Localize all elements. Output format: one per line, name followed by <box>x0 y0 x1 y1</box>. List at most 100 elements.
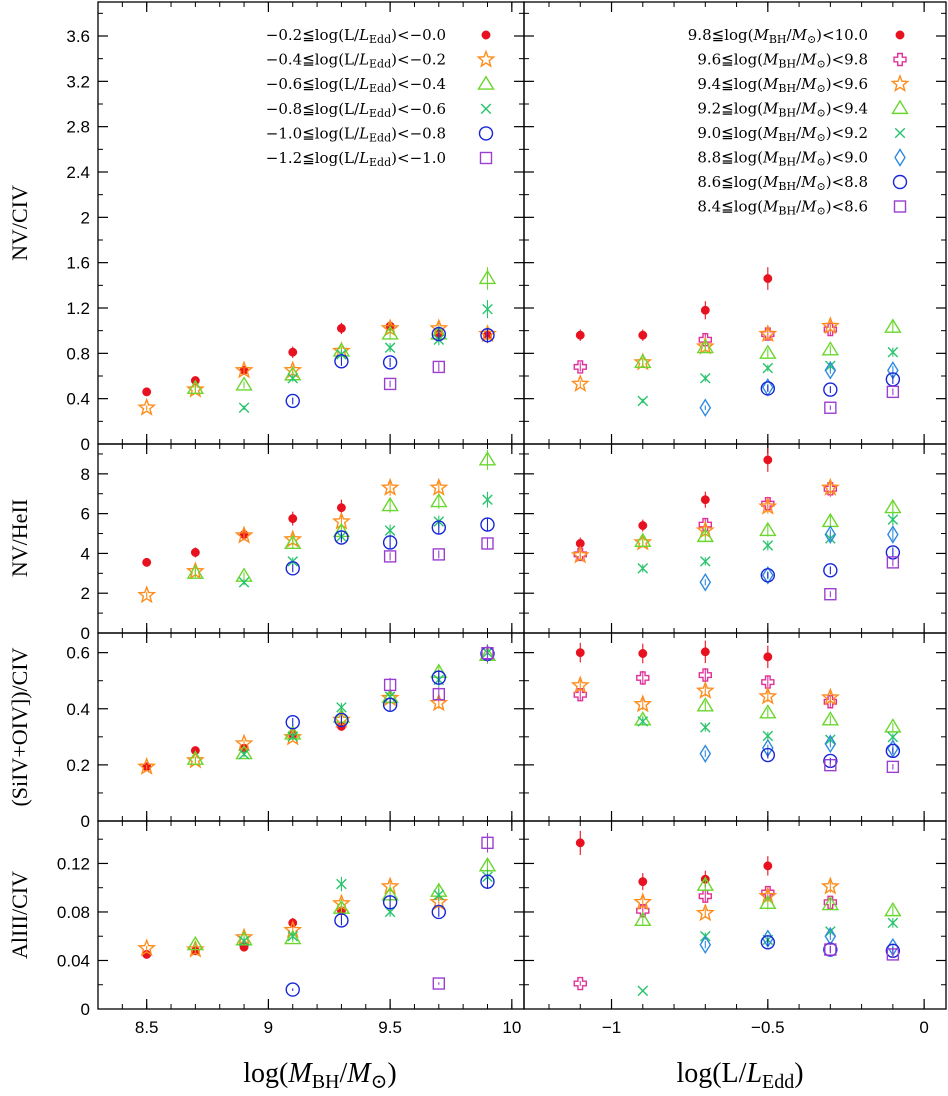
panel-left-3: 0 0.2 0.4 0.6 <box>66 632 525 831</box>
data-point <box>570 373 590 393</box>
data-point <box>886 556 900 569</box>
data-point <box>480 517 495 532</box>
legend-symbol <box>891 99 909 115</box>
legend-marker <box>890 74 910 93</box>
series <box>760 372 901 397</box>
data-point <box>480 874 495 889</box>
y-tick-label: 0.6 <box>66 644 90 663</box>
panel-frame <box>97 443 525 634</box>
series <box>575 640 773 669</box>
y-tick-label: 1.6 <box>66 254 90 273</box>
series <box>824 758 900 774</box>
y-tick-label: 3.2 <box>66 72 90 91</box>
data-point <box>432 548 445 561</box>
data-point <box>334 712 349 728</box>
data-point <box>761 675 775 689</box>
legend-marker <box>476 49 496 68</box>
data-point <box>334 913 349 928</box>
legend-symbol <box>476 49 496 68</box>
legend-marker <box>893 200 907 213</box>
data-point <box>696 876 715 891</box>
data-point <box>638 649 648 658</box>
data-point <box>763 652 773 662</box>
data-point <box>699 935 712 955</box>
series <box>186 857 497 951</box>
data-point <box>886 948 900 961</box>
data-point <box>190 547 200 557</box>
data-point <box>384 342 396 353</box>
data-point <box>700 495 710 505</box>
data-point <box>334 354 349 369</box>
y-tick-label: 0.12 <box>57 854 90 873</box>
data-point <box>478 451 497 466</box>
data-point <box>186 750 205 765</box>
data-point <box>887 731 899 743</box>
data-point <box>823 382 838 397</box>
series <box>824 385 900 414</box>
panel-frame <box>97 632 525 822</box>
data-point <box>633 694 653 713</box>
data-point <box>429 477 449 496</box>
data-point <box>570 545 590 564</box>
data-point <box>137 938 157 957</box>
data-point <box>432 687 445 701</box>
series <box>634 697 902 733</box>
data-point <box>235 744 253 760</box>
data-point <box>820 876 840 895</box>
series <box>824 943 900 961</box>
series <box>570 675 840 713</box>
series <box>285 517 495 576</box>
data-point <box>637 395 649 407</box>
y-axis-label: (SiIV+OIV])/CIV <box>7 647 32 806</box>
y-tick-label: 4 <box>81 544 90 563</box>
data-point <box>824 401 837 414</box>
series <box>699 926 899 957</box>
data-point <box>821 341 840 356</box>
series <box>699 361 899 418</box>
legend-symbol <box>479 151 493 165</box>
data-point <box>700 721 711 733</box>
data-point <box>698 889 713 903</box>
data-point <box>288 514 298 524</box>
data-point <box>823 695 838 709</box>
y-tick-label: 0 <box>81 1000 90 1019</box>
panel-frame <box>523 820 947 1010</box>
legend-marker <box>477 75 495 90</box>
data-point <box>698 333 713 347</box>
legend-marker <box>480 103 492 115</box>
data-point <box>285 393 300 409</box>
y-tick-label: 0.8 <box>66 344 90 363</box>
x-axis-label-right: log(L/LEdd) <box>676 1058 803 1093</box>
data-point <box>284 534 302 550</box>
data-point <box>637 563 649 574</box>
series <box>824 556 900 601</box>
data-point <box>634 532 652 548</box>
y-tick-label: 1.2 <box>66 299 90 318</box>
legend-marker <box>481 30 491 40</box>
data-point <box>137 756 157 775</box>
data-point <box>637 716 649 727</box>
data-point <box>758 324 778 343</box>
legend-symbol <box>892 174 908 190</box>
legend-symbol <box>894 127 906 139</box>
data-point <box>820 316 840 335</box>
series <box>634 318 902 368</box>
legend-symbol <box>890 74 910 93</box>
data-point <box>382 355 398 370</box>
data-point <box>699 572 712 592</box>
panel-frame <box>523 632 947 822</box>
series <box>285 326 495 409</box>
data-point <box>759 521 777 537</box>
y-tick-label: 0.08 <box>57 903 90 922</box>
data-point <box>285 715 300 730</box>
data-point <box>336 878 347 890</box>
data-point <box>186 564 205 579</box>
series <box>637 716 899 745</box>
y-tick-label: 0.4 <box>66 700 90 719</box>
legend-symbol <box>894 148 906 167</box>
data-point <box>761 565 774 585</box>
data-point <box>637 985 649 997</box>
data-point <box>432 360 445 374</box>
series <box>238 869 493 947</box>
data-point <box>699 398 712 418</box>
